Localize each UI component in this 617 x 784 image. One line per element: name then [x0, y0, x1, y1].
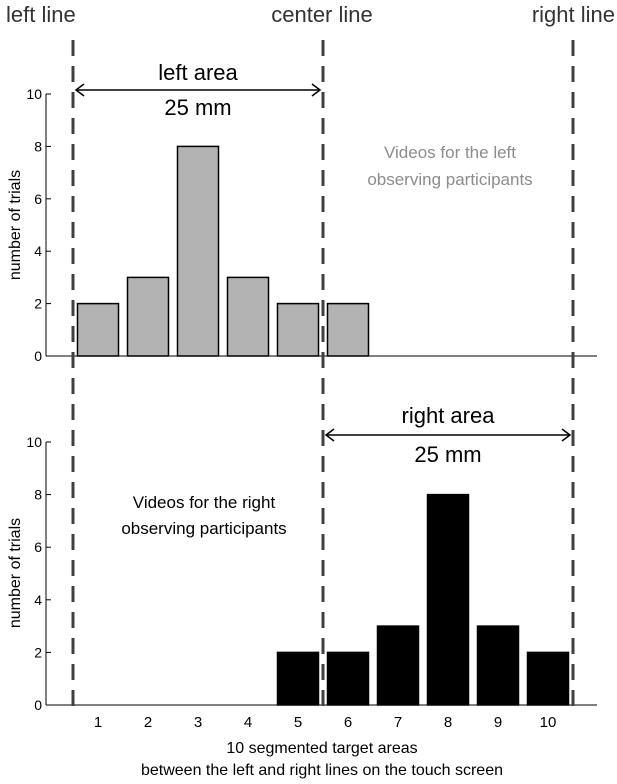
- left-videos-note-line1: Videos for the left: [384, 143, 516, 162]
- x-tick-label-3: 3: [194, 714, 202, 731]
- top-bar-2: [126, 276, 170, 357]
- top-y-ticks: 0 2 4 6 8 10: [26, 86, 51, 364]
- x-axis-label-line1: 10 segmented target areas: [226, 740, 417, 757]
- x-tick-label-8: 8: [444, 714, 452, 731]
- x-tick-label-9: 9: [494, 714, 502, 731]
- top-bar-series: [76, 145, 370, 357]
- bottom-y-tick-label-10: 10: [26, 434, 42, 450]
- right-videos-note-line1: Videos for the right: [133, 493, 276, 512]
- top-bar-5: [276, 302, 320, 357]
- bottom-bar-8: [426, 493, 470, 706]
- bottom-bar-5: [276, 651, 320, 706]
- right-area-width: 25 mm: [414, 442, 481, 467]
- left-area-arrow: [74, 83, 322, 97]
- top-y-tick-label-2: 2: [34, 296, 42, 312]
- top-bar-6: [326, 302, 370, 357]
- top-y-tick-label-8: 8: [34, 138, 42, 154]
- left-line-label: left line: [6, 2, 76, 27]
- left-videos-note-line2: observing participants: [367, 170, 532, 189]
- bottom-y-tick-label-2: 2: [34, 644, 42, 660]
- left-area-width: 25 mm: [164, 95, 231, 120]
- right-line-label: right line: [532, 2, 615, 27]
- x-tick-label-6: 6: [344, 714, 352, 731]
- center-line-label: center line: [271, 2, 373, 27]
- bottom-y-tick-label-0: 0: [34, 697, 42, 713]
- bottom-y-tick-label-8: 8: [34, 487, 42, 503]
- bottom-bar-6: [326, 651, 370, 706]
- top-bar-1: [76, 302, 120, 357]
- bottom-y-ticks: 0 2 4 6 8 10: [26, 434, 51, 713]
- x-tick-label-4: 4: [244, 714, 252, 731]
- bottom-y-label: number of trials: [7, 518, 24, 628]
- bottom-bar-9: [476, 625, 520, 706]
- bottom-bar-10: [526, 651, 570, 706]
- bottom-y-tick-label-6: 6: [34, 539, 42, 555]
- bottom-bar-7: [376, 625, 420, 706]
- left-area-label: left area: [158, 60, 238, 85]
- x-axis-label-line2: between the left and right lines on the …: [141, 762, 503, 779]
- x-tick-label-7: 7: [394, 714, 402, 731]
- x-tick-labels: 1 2 3 4 5 6 7 8 9 10: [94, 714, 557, 731]
- top-y-tick-label-0: 0: [34, 348, 42, 364]
- x-tick-label-10: 10: [540, 714, 557, 731]
- top-y-label: number of trials: [7, 170, 24, 280]
- bottom-bar-series: [276, 493, 570, 706]
- bottom-y-tick-label-4: 4: [34, 592, 42, 608]
- right-area-arrow: [324, 428, 572, 442]
- x-tick-label-5: 5: [294, 714, 302, 731]
- top-bar-4: [226, 276, 270, 357]
- right-area-label: right area: [402, 403, 496, 428]
- right-videos-note-line2: observing participants: [121, 519, 286, 538]
- x-tick-label-2: 2: [144, 714, 152, 731]
- top-bar-3: [176, 145, 220, 357]
- top-y-tick-label-4: 4: [34, 243, 42, 259]
- x-tick-label-1: 1: [94, 714, 102, 731]
- top-y-tick-label-10: 10: [26, 86, 42, 102]
- top-y-tick-label-6: 6: [34, 191, 42, 207]
